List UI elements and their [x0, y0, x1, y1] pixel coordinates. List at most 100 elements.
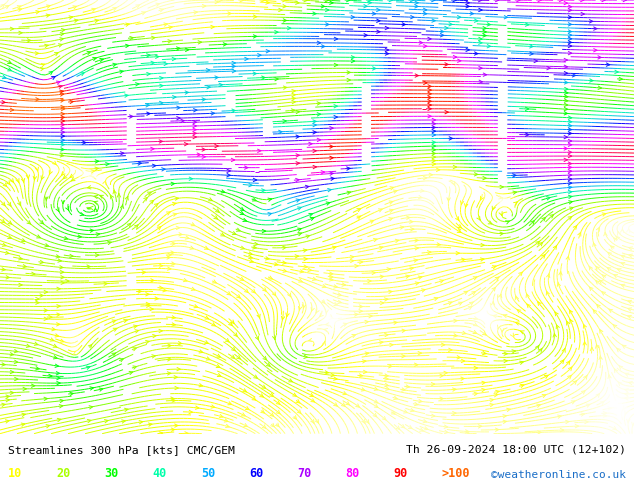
- FancyArrowPatch shape: [457, 356, 460, 359]
- FancyArrowPatch shape: [479, 41, 482, 45]
- FancyArrowPatch shape: [578, 232, 581, 236]
- FancyArrowPatch shape: [465, 430, 469, 433]
- FancyArrowPatch shape: [231, 320, 234, 323]
- FancyArrowPatch shape: [236, 294, 240, 298]
- FancyArrowPatch shape: [428, 85, 431, 88]
- FancyArrowPatch shape: [134, 325, 137, 328]
- FancyArrowPatch shape: [14, 349, 18, 353]
- FancyArrowPatch shape: [202, 148, 205, 151]
- FancyArrowPatch shape: [616, 236, 619, 240]
- FancyArrowPatch shape: [95, 167, 98, 171]
- FancyArrowPatch shape: [614, 238, 618, 242]
- FancyArrowPatch shape: [474, 172, 478, 176]
- FancyArrowPatch shape: [530, 52, 533, 55]
- FancyArrowPatch shape: [183, 278, 187, 282]
- FancyArrowPatch shape: [194, 305, 198, 308]
- FancyArrowPatch shape: [8, 236, 11, 239]
- FancyArrowPatch shape: [177, 368, 180, 371]
- FancyArrowPatch shape: [91, 170, 94, 173]
- FancyArrowPatch shape: [306, 235, 309, 238]
- FancyArrowPatch shape: [364, 34, 367, 37]
- FancyArrowPatch shape: [240, 207, 244, 210]
- FancyArrowPatch shape: [159, 432, 162, 435]
- FancyArrowPatch shape: [304, 265, 307, 269]
- FancyArrowPatch shape: [159, 286, 163, 289]
- FancyArrowPatch shape: [333, 377, 337, 380]
- FancyArrowPatch shape: [129, 115, 133, 118]
- FancyArrowPatch shape: [18, 257, 22, 260]
- FancyArrowPatch shape: [190, 246, 193, 249]
- FancyArrowPatch shape: [193, 121, 197, 124]
- FancyArrowPatch shape: [252, 290, 256, 293]
- FancyArrowPatch shape: [325, 371, 328, 374]
- FancyArrowPatch shape: [410, 0, 414, 2]
- FancyArrowPatch shape: [309, 339, 313, 342]
- FancyArrowPatch shape: [456, 251, 460, 255]
- FancyArrowPatch shape: [365, 352, 368, 355]
- FancyArrowPatch shape: [602, 275, 606, 278]
- FancyArrowPatch shape: [61, 99, 64, 102]
- FancyArrowPatch shape: [178, 342, 182, 345]
- FancyArrowPatch shape: [440, 374, 443, 377]
- FancyArrowPatch shape: [504, 352, 507, 355]
- FancyArrowPatch shape: [374, 404, 378, 408]
- FancyArrowPatch shape: [254, 35, 257, 38]
- FancyArrowPatch shape: [212, 323, 216, 326]
- FancyArrowPatch shape: [377, 8, 380, 12]
- FancyArrowPatch shape: [515, 322, 519, 325]
- FancyArrowPatch shape: [191, 222, 195, 226]
- FancyArrowPatch shape: [297, 207, 301, 210]
- FancyArrowPatch shape: [415, 74, 418, 77]
- FancyArrowPatch shape: [573, 381, 576, 384]
- FancyArrowPatch shape: [631, 422, 634, 426]
- FancyArrowPatch shape: [487, 23, 491, 26]
- FancyArrowPatch shape: [445, 63, 448, 66]
- FancyArrowPatch shape: [176, 226, 179, 230]
- FancyArrowPatch shape: [568, 30, 572, 33]
- FancyArrowPatch shape: [17, 6, 21, 9]
- FancyArrowPatch shape: [141, 12, 145, 15]
- FancyArrowPatch shape: [329, 275, 333, 278]
- FancyArrowPatch shape: [32, 384, 35, 388]
- FancyArrowPatch shape: [136, 5, 139, 8]
- FancyArrowPatch shape: [61, 200, 65, 204]
- FancyArrowPatch shape: [619, 77, 623, 81]
- FancyArrowPatch shape: [547, 274, 550, 278]
- FancyArrowPatch shape: [500, 185, 503, 189]
- FancyArrowPatch shape: [453, 388, 456, 391]
- FancyArrowPatch shape: [199, 384, 203, 387]
- FancyArrowPatch shape: [566, 420, 569, 423]
- FancyArrowPatch shape: [94, 196, 98, 198]
- FancyArrowPatch shape: [66, 206, 68, 210]
- FancyArrowPatch shape: [313, 131, 316, 134]
- FancyArrowPatch shape: [474, 52, 478, 55]
- FancyArrowPatch shape: [269, 276, 273, 279]
- FancyArrowPatch shape: [122, 420, 126, 423]
- FancyArrowPatch shape: [262, 385, 266, 389]
- FancyArrowPatch shape: [534, 59, 538, 63]
- FancyArrowPatch shape: [168, 253, 171, 257]
- FancyArrowPatch shape: [428, 99, 431, 103]
- FancyArrowPatch shape: [384, 298, 388, 301]
- FancyArrowPatch shape: [191, 287, 195, 291]
- FancyArrowPatch shape: [498, 325, 501, 329]
- FancyArrowPatch shape: [15, 360, 18, 364]
- FancyArrowPatch shape: [283, 261, 286, 264]
- FancyArrowPatch shape: [512, 350, 515, 353]
- FancyArrowPatch shape: [53, 161, 56, 165]
- FancyArrowPatch shape: [364, 4, 367, 8]
- FancyArrowPatch shape: [568, 170, 572, 173]
- FancyArrowPatch shape: [354, 313, 358, 316]
- FancyArrowPatch shape: [125, 196, 128, 200]
- FancyArrowPatch shape: [521, 384, 524, 388]
- FancyArrowPatch shape: [113, 190, 116, 194]
- FancyArrowPatch shape: [328, 189, 331, 192]
- FancyArrowPatch shape: [526, 133, 529, 136]
- FancyArrowPatch shape: [36, 301, 39, 304]
- FancyArrowPatch shape: [74, 19, 78, 23]
- FancyArrowPatch shape: [211, 405, 215, 408]
- FancyArrowPatch shape: [370, 220, 373, 223]
- FancyArrowPatch shape: [37, 235, 41, 238]
- FancyArrowPatch shape: [432, 122, 436, 125]
- FancyArrowPatch shape: [547, 196, 550, 200]
